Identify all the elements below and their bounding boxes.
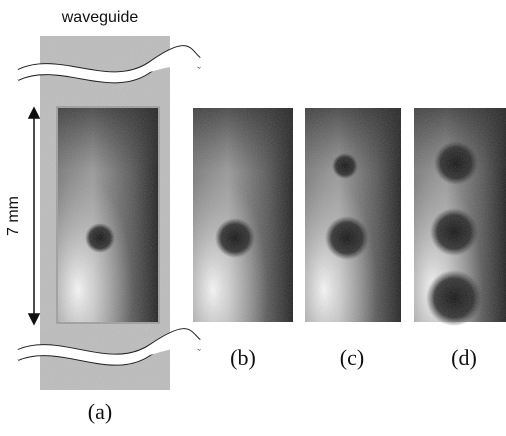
- waveguide-label: waveguide: [61, 9, 139, 26]
- figure: waveguide 7 mm: [0, 0, 506, 436]
- panel-image: [57, 107, 159, 323]
- panel-image: [414, 108, 506, 326]
- panel-label: (c): [340, 345, 364, 370]
- panel-label: (a): [88, 399, 112, 424]
- panel-image: [193, 108, 293, 322]
- panel-label: (d): [451, 345, 477, 370]
- panel-image: [305, 108, 401, 322]
- panel-label: (b): [230, 345, 256, 370]
- scale-label: 7 mm: [5, 196, 22, 236]
- scale-arrow: [29, 108, 39, 324]
